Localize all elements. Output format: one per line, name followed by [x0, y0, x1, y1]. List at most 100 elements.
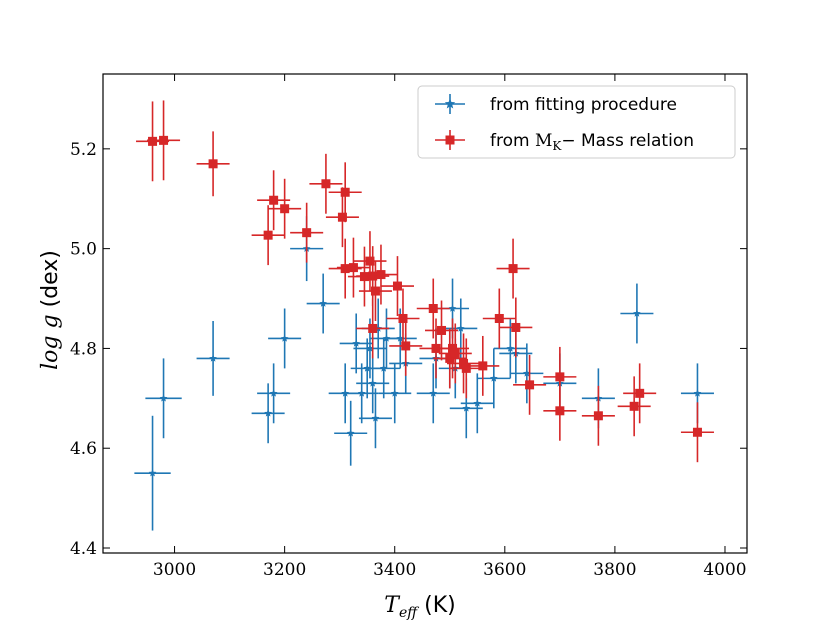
data-point	[268, 308, 302, 369]
x-tick-label: 3400	[373, 560, 416, 580]
marker-star	[473, 399, 482, 407]
marker-star	[148, 469, 157, 477]
data-point	[433, 328, 467, 389]
x-tick-label: 3600	[483, 560, 526, 580]
data-point	[196, 131, 230, 197]
axis-ticks: 3000 3200 3400 3600 3800 4000 4.4 4.6 4.8 5.0 5.2	[70, 74, 747, 580]
series-fitting-procedure	[134, 216, 714, 531]
y-axis-symbol: log g	[38, 314, 63, 369]
marker-square	[370, 286, 380, 296]
data-point	[358, 388, 392, 449]
marker-square	[340, 187, 350, 197]
data-point	[328, 162, 362, 223]
x-axis-label: Teff (K)	[384, 593, 456, 621]
marker-square	[428, 304, 438, 314]
y-tick-label: 4.4	[70, 539, 97, 559]
y-tick-label: 4.8	[70, 339, 97, 359]
data-point	[268, 178, 302, 239]
marker-star	[209, 354, 217, 362]
marker-square	[445, 353, 455, 363]
data-point	[386, 288, 420, 349]
marker-star	[366, 344, 374, 352]
marker-square	[448, 343, 458, 353]
marker-square	[461, 363, 471, 373]
marker-square	[525, 380, 535, 390]
marker-square	[337, 212, 347, 222]
marker-star	[490, 374, 498, 382]
marker-square	[280, 204, 290, 214]
data-point	[306, 273, 340, 334]
plot-frame	[102, 73, 748, 554]
data-point	[447, 333, 481, 394]
marker-star	[693, 389, 702, 397]
marker-square	[340, 264, 350, 274]
marker-square	[148, 136, 158, 146]
marker-square	[302, 228, 312, 238]
marker-square	[269, 195, 279, 205]
data-point	[620, 283, 654, 344]
y-tick-label: 4.6	[70, 439, 97, 459]
legend-label-fitting: from fitting procedure	[490, 95, 677, 115]
legend-label-sub: K	[552, 139, 562, 153]
data-point	[513, 354, 547, 415]
data-point	[309, 153, 343, 214]
data-point	[581, 385, 615, 446]
data-point	[364, 244, 398, 305]
marker-star	[363, 364, 372, 372]
marker-star	[352, 339, 360, 347]
data-point	[623, 363, 657, 424]
data-point	[499, 297, 533, 358]
marker-star	[319, 299, 327, 307]
marker-square	[376, 270, 386, 280]
marker-square	[368, 271, 378, 281]
marker-star	[456, 324, 465, 332]
legend-entry-fitting: from fitting procedure	[435, 94, 677, 115]
marker-star	[269, 389, 278, 397]
data-point	[510, 343, 544, 404]
data-point	[449, 338, 483, 399]
data-point	[466, 335, 500, 396]
marker-square	[321, 179, 331, 189]
marker-square	[263, 230, 273, 240]
x-axis-unit: (K)	[417, 593, 456, 618]
data-point	[380, 256, 414, 316]
marker-square	[478, 361, 488, 371]
x-tick-label: 3800	[593, 560, 636, 580]
marker-square	[450, 348, 460, 358]
marker-star	[346, 429, 355, 437]
marker-square	[593, 411, 603, 421]
plot-area	[134, 100, 714, 531]
data-point	[416, 363, 450, 424]
data-point	[147, 100, 181, 181]
marker-star	[280, 334, 289, 342]
marker-square	[635, 388, 645, 398]
marker-square	[401, 341, 411, 351]
marker-star	[448, 304, 457, 312]
marker-star	[506, 344, 515, 352]
legend-label-suffix: − Mass relation	[561, 131, 694, 151]
y-axis-label: log g (dex)	[38, 250, 63, 370]
marker-square	[208, 159, 218, 169]
marker-star	[429, 389, 438, 397]
y-tick-label: 5.2	[70, 140, 97, 160]
marker-star	[341, 389, 349, 397]
data-point	[680, 402, 714, 463]
legend-label-math: M	[535, 131, 552, 151]
marker-star	[368, 379, 377, 387]
x-tick-label: 4000	[703, 560, 746, 580]
legend: from fitting procedure from MK− Mass rel…	[417, 85, 736, 159]
y-tick-label: 5.0	[70, 240, 97, 260]
legend-marker-square-icon	[445, 135, 455, 145]
marker-star	[390, 389, 399, 397]
legend-box	[417, 85, 736, 159]
marker-star	[396, 334, 405, 342]
marker-square	[368, 323, 378, 333]
data-point	[145, 358, 182, 439]
data-point	[543, 380, 577, 441]
marker-square	[555, 406, 565, 416]
data-point	[356, 298, 390, 359]
data-point	[257, 363, 291, 424]
legend-label-mass-relation: from MK− Mass relation	[490, 131, 694, 153]
series-mass-relation	[136, 100, 714, 463]
